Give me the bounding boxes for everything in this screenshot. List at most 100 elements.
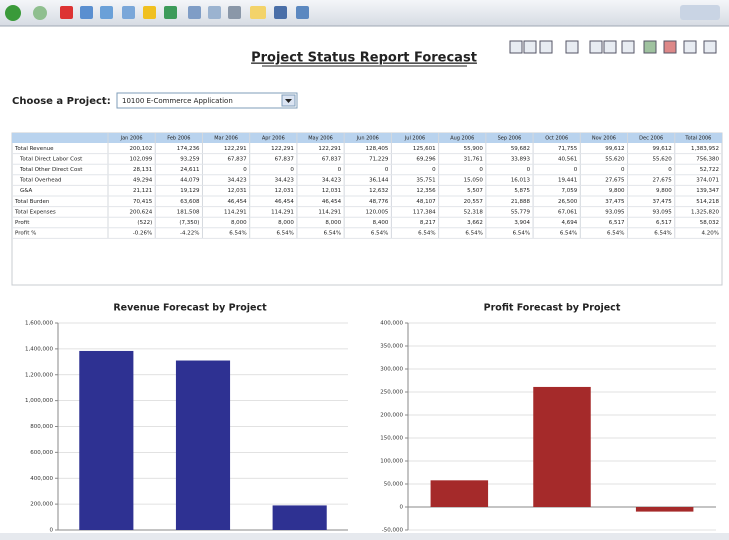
table-cell: 0: [432, 167, 436, 173]
table-cell: 6.54%: [560, 231, 577, 237]
table-cell: 114,291: [271, 209, 294, 215]
home-button[interactable]: [100, 6, 113, 19]
table-cell: 34,423: [275, 178, 295, 184]
table-cell: 117,384: [413, 209, 436, 215]
report-tool[interactable]: [604, 41, 616, 53]
table-cell: 8,000: [231, 220, 247, 226]
report-toolbar: [510, 41, 716, 53]
report-tool[interactable]: [704, 41, 716, 53]
report-tool[interactable]: [510, 41, 522, 53]
table-cell: 67,837: [275, 156, 295, 162]
y-tick-label: 300,000: [380, 367, 403, 373]
table-cell: 99,612: [605, 146, 624, 152]
favorites-button[interactable]: [143, 6, 156, 19]
table-cell: 93,095: [605, 209, 625, 215]
table-cell: 5,875: [514, 188, 530, 194]
column-header: Oct 2006: [545, 136, 568, 142]
column-header: Sep 2006: [498, 136, 522, 142]
page: Project Status Report Forecast Choose a …: [0, 0, 729, 540]
table-cell: 46,454: [322, 199, 342, 205]
table-cell: 99,612: [653, 146, 672, 152]
report-tool[interactable]: [590, 41, 602, 53]
table-cell: 27,675: [653, 178, 673, 184]
table-cell: 4.20%: [702, 231, 719, 237]
y-tick-label: 200,000: [380, 413, 403, 419]
table-cell: 67,837: [227, 156, 247, 162]
mail-button[interactable]: [208, 6, 221, 19]
search-button[interactable]: [122, 6, 135, 19]
table-cell: 24,611: [180, 167, 199, 173]
report-tool[interactable]: [684, 41, 696, 53]
stop-button[interactable]: [60, 6, 73, 19]
report-tool[interactable]: [566, 41, 578, 53]
print-button[interactable]: [228, 6, 241, 19]
report-tool[interactable]: [540, 41, 552, 53]
report-tool[interactable]: [664, 41, 676, 53]
column-header: Mar 2006: [214, 136, 238, 142]
horizontal-scrollbar[interactable]: [0, 533, 729, 540]
table-cell: 0: [574, 167, 578, 173]
table-cell: 3,904: [514, 220, 530, 226]
table-cell: 0: [290, 167, 294, 173]
row-label: G&A: [20, 188, 33, 194]
folder-button[interactable]: [250, 6, 266, 19]
table-cell: 125,601: [413, 146, 436, 152]
table-cell: 40,561: [558, 156, 577, 162]
row-label: Profit: [15, 220, 30, 226]
table-cell: 55,900: [464, 146, 484, 152]
table-cell: 139,347: [696, 188, 719, 194]
table-cell: 15,050: [464, 178, 484, 184]
table-cell: 9,800: [609, 188, 625, 194]
history-button[interactable]: [188, 6, 201, 19]
column-header: Total 2006: [684, 136, 711, 142]
table-cell: 8,217: [420, 220, 436, 226]
table-cell: 31,761: [464, 156, 483, 162]
report-tool[interactable]: [622, 41, 634, 53]
refresh-button[interactable]: [80, 6, 93, 19]
table-cell: 114,291: [318, 209, 341, 215]
selector-label: Choose a Project:: [12, 96, 111, 107]
back-button[interactable]: [5, 5, 21, 21]
table-cell: 5,507: [467, 188, 483, 194]
table-cell: 46,454: [227, 199, 247, 205]
table-cell: 12,031: [322, 188, 341, 194]
table-cell: 52,722: [700, 167, 719, 173]
media-button[interactable]: [164, 6, 177, 19]
table-cell: 19,129: [180, 188, 200, 194]
y-tick-label: 400,000: [30, 476, 53, 482]
table-cell: 0: [385, 167, 389, 173]
table-cell: 55,620: [653, 156, 673, 162]
bar: [636, 507, 693, 512]
y-tick-label: 1,600,000: [25, 321, 53, 327]
table-cell: 69,296: [416, 156, 436, 162]
table-cell: 49,294: [133, 178, 153, 184]
table-cell: 6.54%: [607, 231, 624, 237]
table-cell: 20,557: [464, 199, 484, 205]
column-header: Jan 2006: [120, 136, 143, 142]
table-cell: 48,107: [416, 199, 436, 205]
table-cell: 122,291: [224, 146, 247, 152]
tool-button[interactable]: [274, 6, 287, 19]
column-header: Jun 2006: [356, 136, 379, 142]
row-label: Total Burden: [14, 199, 50, 205]
table-cell: 21,888: [511, 199, 531, 205]
y-tick-label: 1,200,000: [25, 372, 53, 378]
chart-title: Profit Forecast by Project: [484, 303, 621, 314]
table-cell: 44,079: [180, 178, 200, 184]
table-cell: 21,121: [133, 188, 152, 194]
y-tick-label: 0: [50, 528, 54, 534]
table-cell: 514,218: [696, 199, 719, 205]
bar: [273, 505, 327, 530]
screen: Project Status Report Forecast Choose a …: [0, 0, 729, 540]
table-cell: (522): [137, 220, 152, 226]
table-cell: 4,694: [562, 220, 578, 226]
tool-button[interactable]: [296, 6, 309, 19]
table-cell: 35,751: [416, 178, 435, 184]
table-cell: 48,776: [369, 199, 389, 205]
table-cell: 0: [668, 167, 672, 173]
forward-button[interactable]: [33, 6, 47, 20]
report-tool[interactable]: [524, 41, 536, 53]
table-cell: 70,415: [133, 199, 153, 205]
report-tool[interactable]: [644, 41, 656, 53]
table-cell: 93,259: [180, 156, 200, 162]
